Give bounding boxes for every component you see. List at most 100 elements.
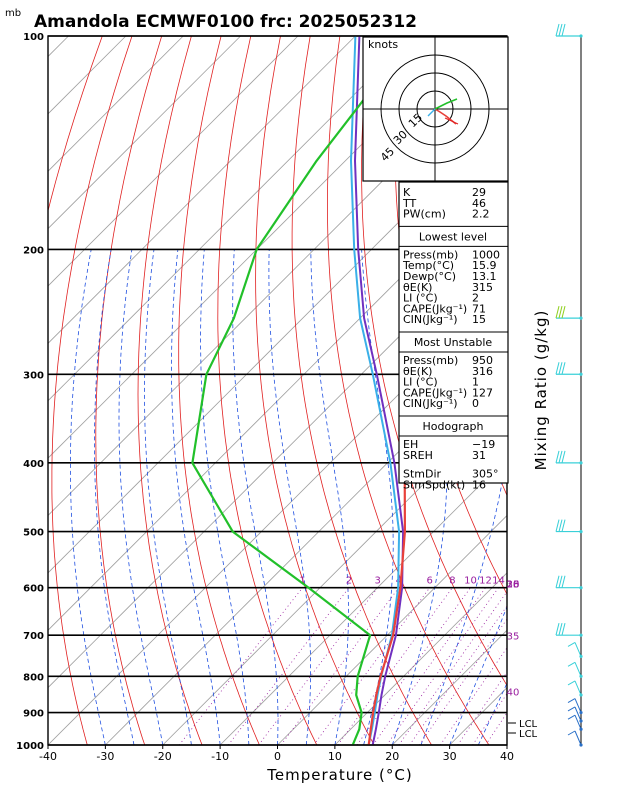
mixing-ratio-label: 12 <box>479 576 492 587</box>
wind-barb <box>567 706 583 723</box>
mixing-ratio-line <box>418 618 507 745</box>
mixing-ratio-label: 25 <box>507 580 520 591</box>
indices-section-header: Most Unstable <box>414 336 493 349</box>
isotherm-line <box>277 514 507 745</box>
mixing-ratio-label: 40 <box>507 688 520 699</box>
wind-barb-shaft <box>574 662 582 677</box>
x-tick-label: 0 <box>274 750 281 763</box>
mixing-ratio-label: 2 <box>346 576 352 587</box>
indices-row-value: 16 <box>472 478 486 491</box>
moist-adiabat-line <box>268 249 311 745</box>
indices-row-label: SREH <box>403 449 433 462</box>
mixing-ratio-label: 10 <box>464 576 477 587</box>
wind-barb-flag <box>558 519 563 532</box>
dry-adiabat-line <box>217 36 318 745</box>
wind-barb-flag <box>561 519 566 532</box>
isotherm-line <box>334 572 507 745</box>
wind-barb-flag <box>561 362 566 375</box>
wind-barb <box>567 680 583 697</box>
hodograph-trace-green <box>434 98 458 110</box>
mixing-ratio-label: 1 <box>299 576 305 587</box>
pressure-tick-label: 700 <box>23 631 44 642</box>
mixing-ratio-label: 20 <box>507 580 520 591</box>
mixing-ratio-label: 6 <box>427 576 433 587</box>
isotherm-line <box>48 36 241 230</box>
wind-barb <box>567 730 583 747</box>
mixing-ratio-line <box>386 587 499 745</box>
x-tick-label: -20 <box>154 750 172 763</box>
wind-barb-dot <box>579 674 583 678</box>
wind-barb-flag <box>567 641 576 647</box>
indices-row-label: Press(mb) <box>403 248 458 261</box>
hodograph-trace-blue <box>427 108 436 117</box>
dry-adiabat-line <box>178 36 260 745</box>
wind-barb-shaft <box>574 715 582 730</box>
mixing-ratio-label: 3 <box>375 576 381 587</box>
wind-barb-shaft <box>574 706 582 722</box>
isotherm-line <box>48 36 184 172</box>
indices-row-label: CAPE(Jkg⁻¹) <box>403 386 467 399</box>
indices-row-value: 13.1 <box>472 270 497 283</box>
dry-adiabat-line <box>51 36 133 745</box>
indices-row-label: TT <box>402 197 417 210</box>
wind-barb-flag <box>561 450 566 463</box>
mixing-ratio-label: 35 <box>507 632 520 643</box>
mixing-ratio-line <box>398 590 507 745</box>
indices-row-label: LI (°C) <box>403 376 438 389</box>
indices-row-value: 950 <box>472 354 493 367</box>
wind-barb-flag <box>558 623 563 636</box>
wind-barbs <box>555 23 583 747</box>
wind-barb-shaft <box>574 642 582 657</box>
indices-row-value: 305° <box>472 468 499 481</box>
wind-barb-flag <box>555 519 560 532</box>
indices-row-value: 1 <box>472 376 479 389</box>
isotherm-line <box>219 457 507 745</box>
mixing-ratio-line <box>409 605 507 745</box>
wind-barb-flag <box>555 362 560 375</box>
indices-row-label: θE(K) <box>403 281 432 294</box>
moist-adiabat-line <box>200 249 250 745</box>
dry-adiabat-line <box>137 36 203 745</box>
wind-barb-flag <box>558 575 563 588</box>
isotherm-line <box>48 36 299 287</box>
x-axis-label: Temperature (°C) <box>266 766 412 784</box>
wind-barb <box>555 362 583 376</box>
x-tick-label: 40 <box>500 750 514 763</box>
x-tick-label: -30 <box>96 750 114 763</box>
pressure-tick-label: 100 <box>23 32 44 43</box>
indices-section-header: Hodograph <box>423 420 484 433</box>
moist-adiabat-line <box>144 249 192 745</box>
isotherm-line <box>48 170 507 631</box>
hodograph: knots 15 30 45 <box>362 36 509 182</box>
wind-barb-flag <box>555 623 560 636</box>
isotherm-line <box>48 36 356 344</box>
wind-barb-shaft <box>574 698 582 713</box>
x-tick-label: -40 <box>39 750 57 763</box>
isotherm-line <box>162 400 507 745</box>
pressure-tick-label: 800 <box>23 672 44 683</box>
wind-barb-flag <box>567 706 576 712</box>
indices-row-value: 29 <box>472 186 486 199</box>
indices-row-value: 46 <box>472 197 486 210</box>
indices-row-label: Dewp(°C) <box>403 270 456 283</box>
indices-row-value: 127 <box>472 386 493 399</box>
wind-barb-dot <box>579 586 583 590</box>
isotherm-line <box>48 36 127 115</box>
dry-adiabat-line <box>48 36 103 213</box>
moist-adiabat-line <box>94 249 135 745</box>
wind-barb-dot <box>579 743 583 747</box>
x-tick-label: 30 <box>443 750 457 763</box>
wind-barb-flag <box>561 623 566 636</box>
mixing-ratio-line <box>258 587 379 745</box>
wind-barb <box>555 519 583 534</box>
moist-adiabat-line <box>118 249 164 745</box>
x-tick-label: 20 <box>385 750 399 763</box>
indices-row-label: Temp(°C) <box>402 259 454 272</box>
wind-barb-flag <box>561 23 566 37</box>
wind-barb-shaft <box>574 730 582 746</box>
wind-barb-flag <box>567 730 576 736</box>
wind-barb-flag <box>555 575 560 588</box>
indices-row-value: 1000 <box>472 248 500 261</box>
x-tick-label: 10 <box>328 750 342 763</box>
mixing-ratio-line <box>227 587 350 745</box>
